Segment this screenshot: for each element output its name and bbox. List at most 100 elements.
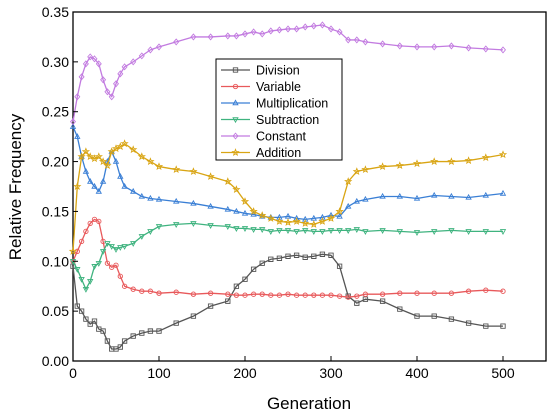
data-point-constant xyxy=(104,88,111,96)
data-point-addition xyxy=(223,177,232,186)
legend-item-multiplication: Multiplication xyxy=(221,97,328,111)
data-point-constant xyxy=(117,70,124,78)
data-point-addition xyxy=(249,207,258,215)
data-point-division xyxy=(311,253,317,259)
data-point-variable xyxy=(259,291,265,297)
data-point-division xyxy=(121,338,128,344)
data-point-variable xyxy=(190,291,197,297)
data-point-subtraction xyxy=(130,241,137,247)
data-point-constant xyxy=(207,33,214,41)
data-point-variable xyxy=(397,290,403,296)
data-point-division xyxy=(100,328,106,334)
data-point-subtraction xyxy=(138,234,145,240)
data-point-addition xyxy=(240,197,250,205)
data-point-subtraction xyxy=(155,224,163,230)
ticks-layer: 0 100 200 300 400 500 0.00 0.05 0.10 0.15 0.20 0.25… xyxy=(42,4,515,381)
data-point-addition xyxy=(81,147,91,156)
plot-area-frame xyxy=(72,11,547,362)
data-point-multiplication xyxy=(82,167,90,174)
y-tick-label: 0.25 xyxy=(42,104,69,120)
legend-box xyxy=(215,58,343,161)
legend-swatch-marker xyxy=(231,148,240,156)
data-point-variable xyxy=(242,292,248,298)
data-point-subtraction xyxy=(276,228,283,234)
data-point-multiplication xyxy=(448,192,455,199)
legend-item-division: Division xyxy=(221,64,300,78)
y-tick-label: 0.35 xyxy=(42,4,69,20)
data-point-division xyxy=(268,256,274,262)
data-point-subtraction xyxy=(284,228,292,234)
data-point-subtraction xyxy=(259,227,266,233)
series-line-division xyxy=(72,253,503,350)
data-point-constant xyxy=(396,42,403,50)
data-point-subtraction xyxy=(117,245,124,251)
legend: Division Variable Multiplication Subtractio… xyxy=(215,58,343,161)
data-point-multiplication xyxy=(130,187,137,194)
data-point-constant xyxy=(233,32,240,40)
data-point-multiplication xyxy=(362,195,369,202)
data-point-multiplication xyxy=(91,182,98,189)
data-point-subtraction xyxy=(482,229,489,235)
data-point-subtraction xyxy=(353,227,360,233)
data-point-multiplication xyxy=(413,194,421,201)
data-point-constant xyxy=(362,38,369,46)
legend-swatch-marker xyxy=(232,67,239,73)
data-point-addition xyxy=(283,218,293,226)
data-point-constant xyxy=(293,25,300,33)
y-tick-label: 0.00 xyxy=(42,353,69,369)
data-point-addition xyxy=(103,161,112,170)
data-point-addition xyxy=(189,167,198,176)
x-axis-title: Generation xyxy=(267,394,351,413)
data-point-variable xyxy=(431,290,437,296)
data-point-multiplication xyxy=(353,197,360,204)
data-point-division xyxy=(130,333,136,339)
data-point-constant xyxy=(310,22,317,30)
data-point-variable xyxy=(319,292,326,298)
legend-item-variable: Variable xyxy=(221,80,301,94)
data-point-variable xyxy=(336,293,343,299)
data-point-subtraction xyxy=(121,244,128,250)
data-point-variable xyxy=(311,292,317,298)
data-point-constant xyxy=(224,32,231,40)
data-point-variable xyxy=(78,238,85,244)
data-point-subtraction xyxy=(233,226,240,232)
legend-swatch-marker xyxy=(232,99,239,106)
data-point-variable xyxy=(96,218,102,225)
data-point-subtraction xyxy=(112,247,120,253)
data-point-subtraction xyxy=(396,229,403,235)
data-point-multiplication xyxy=(379,192,386,199)
data-point-multiplication xyxy=(138,192,145,199)
data-point-division xyxy=(91,318,98,324)
data-point-division xyxy=(293,252,300,258)
series-line-multiplication xyxy=(72,126,504,221)
series-constant xyxy=(69,21,507,126)
data-point-constant xyxy=(284,25,292,33)
data-point-constant xyxy=(413,43,421,51)
data-point-subtraction xyxy=(207,223,214,229)
data-point-constant xyxy=(121,63,128,71)
data-point-addition xyxy=(352,167,361,176)
data-point-multiplication xyxy=(241,209,249,216)
y-axis-title: Relative Frequency xyxy=(6,113,25,260)
data-point-addition xyxy=(266,214,275,222)
data-point-variable xyxy=(448,290,455,296)
y-tick-label: 0.15 xyxy=(42,203,69,219)
data-point-subtraction xyxy=(224,224,231,230)
legend-item-subtraction: Subtraction xyxy=(221,113,319,127)
data-point-variable xyxy=(268,292,274,298)
data-point-addition xyxy=(258,211,267,219)
data-point-division xyxy=(259,260,265,266)
data-point-variable xyxy=(302,292,308,298)
data-point-addition xyxy=(68,246,78,255)
data-point-addition xyxy=(137,152,146,161)
legend-swatch-marker xyxy=(232,83,239,90)
data-point-subtraction xyxy=(465,229,472,235)
data-point-multiplication xyxy=(147,194,154,201)
data-point-variable xyxy=(207,290,214,296)
data-point-multiplication xyxy=(396,192,403,199)
series-line-subtraction xyxy=(72,222,503,290)
data-point-subtraction xyxy=(82,286,90,293)
data-point-variable xyxy=(293,292,300,298)
data-point-subtraction xyxy=(267,229,274,235)
